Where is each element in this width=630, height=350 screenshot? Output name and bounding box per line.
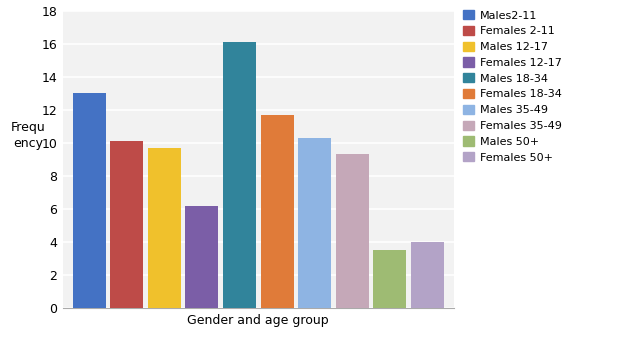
Bar	[223, 42, 256, 308]
Bar	[261, 115, 294, 308]
Legend: Males2-11, Females 2-11, Males 12-17, Females 12-17, Males 18-34, Females 18-34,: Males2-11, Females 2-11, Males 12-17, Fe…	[463, 10, 561, 162]
Bar	[110, 141, 144, 308]
Bar	[373, 250, 406, 308]
Bar	[148, 148, 181, 308]
Bar	[185, 205, 219, 308]
Bar	[298, 138, 331, 308]
Bar	[336, 154, 369, 308]
Bar	[411, 242, 444, 308]
Y-axis label: Frequ
ency: Frequ ency	[11, 121, 45, 150]
Bar	[72, 93, 106, 308]
